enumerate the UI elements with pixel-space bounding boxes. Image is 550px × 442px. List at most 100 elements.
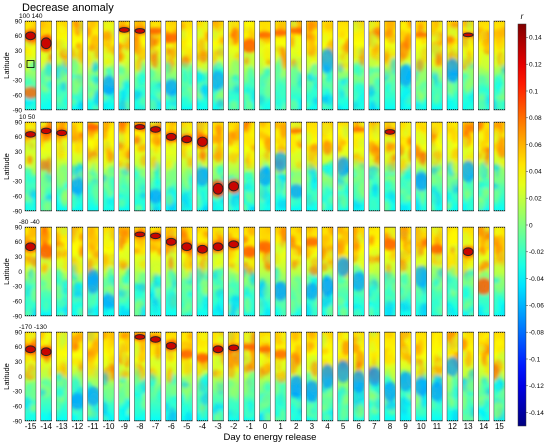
significance-contour <box>25 131 36 138</box>
y-tick-label: 90 <box>15 224 23 231</box>
heatmap-strip <box>290 21 302 110</box>
heatmap-strip <box>321 227 333 316</box>
heatmap-strip <box>368 21 380 110</box>
strip-frame <box>478 121 490 212</box>
heatmap-strip <box>353 122 365 211</box>
y-tick-label: 30 <box>15 48 23 55</box>
significance-contour <box>384 129 396 135</box>
significance-contour <box>212 182 224 195</box>
strip-frame <box>306 226 318 317</box>
heatmap-strip <box>431 227 443 316</box>
significance-contour <box>134 334 146 340</box>
strip-frame <box>118 121 131 212</box>
heatmap-strip <box>56 122 68 211</box>
heatmap-strip <box>196 227 208 316</box>
strip-frame <box>196 226 209 317</box>
heatmap-strip <box>321 122 333 211</box>
heatmap-strip <box>290 332 302 421</box>
y-axis-label: Latitude <box>2 52 11 79</box>
heatmap-strip <box>275 21 287 110</box>
strip-frame <box>40 331 52 422</box>
heatmap-strip <box>134 122 146 211</box>
strip-frame <box>321 226 334 317</box>
heatmap-strip <box>306 21 318 110</box>
heatmap-strip <box>415 21 427 110</box>
heatmap-strip <box>368 122 380 211</box>
heatmap-strip <box>150 122 162 211</box>
heatmap-strip <box>165 122 177 211</box>
strip-frame <box>274 226 287 317</box>
strip-frame <box>399 121 412 212</box>
y-tick-label: 60 <box>15 134 23 141</box>
heatmap-strip <box>384 122 396 211</box>
heatmap-strip <box>103 21 115 110</box>
heatmap-strip <box>275 122 287 211</box>
colorbar-tick-label: -0.12 <box>529 383 544 390</box>
heatmap-strip <box>25 227 36 316</box>
x-tick-label: 0 <box>263 422 268 431</box>
y-tick-label: 0 <box>18 63 22 70</box>
x-tick-label: 11 <box>433 422 442 431</box>
strip-frame <box>149 121 162 212</box>
heatmap-strip <box>25 122 36 211</box>
x-tick-label: 12 <box>448 422 457 431</box>
heatmap-strip <box>243 227 255 316</box>
heatmap-strip <box>447 122 459 211</box>
significance-contour <box>118 27 130 33</box>
x-tick-label: -8 <box>136 422 144 431</box>
heatmap-strip <box>290 122 302 211</box>
heatmap-strip <box>228 332 240 421</box>
colorbar-scale <box>517 23 527 427</box>
strip-frame <box>87 226 99 317</box>
x-tick-label: -6 <box>168 422 176 431</box>
strip-frame <box>290 226 302 317</box>
strip-frame <box>71 121 84 212</box>
heatmap-strip <box>337 332 349 421</box>
x-tick-label: 9 <box>403 422 408 431</box>
strip-frame <box>259 20 271 111</box>
strip-frame <box>337 121 349 212</box>
strip-frame <box>431 226 443 317</box>
row-label: 100 140 <box>19 13 43 20</box>
y-tick-label: 30 <box>15 149 23 156</box>
strip-frame <box>368 226 381 317</box>
heatmap-strip <box>415 332 427 421</box>
y-tick-label: -60 <box>13 298 23 305</box>
heatmap-strip <box>493 227 505 316</box>
heatmap-strip <box>25 332 36 421</box>
heatmap-strip <box>478 21 490 110</box>
significance-contour <box>25 31 36 41</box>
strip-frame <box>24 20 37 111</box>
colorbar-tick-label: -0.04 <box>529 276 544 283</box>
heatmap-strip <box>56 332 68 421</box>
heatmap-strip <box>103 122 115 211</box>
heatmap-strip <box>228 227 240 316</box>
heatmap-strip <box>118 332 130 421</box>
strip-frame <box>227 226 240 317</box>
x-tick-labels: -15 -14 -13 -12 -11 -10 -9 -8 -7 -6 -5 -4 -3 -2 -1 0 1 2 3… <box>25 422 505 431</box>
strip-frame <box>87 20 99 111</box>
x-tick-label: -7 <box>152 422 160 431</box>
heatmap-strip <box>259 332 271 421</box>
heatmap-strip <box>134 227 146 316</box>
heatmap-strip <box>71 332 83 421</box>
x-tick-label: -11 <box>88 422 100 431</box>
significance-contour <box>150 126 161 133</box>
colorbar-tick-label: -0.08 <box>529 330 544 337</box>
strip-frame <box>399 20 412 111</box>
strip-frame <box>478 20 490 111</box>
heatmap-strip <box>493 332 505 421</box>
heatmap-strip <box>462 122 474 211</box>
significance-contour <box>40 127 52 135</box>
strip-frame <box>493 331 506 422</box>
strip-frame <box>196 121 209 212</box>
significance-contour <box>165 132 177 141</box>
strip-frame <box>118 226 131 317</box>
panel-row: -170 -130 Latitude 90 60 30 0 -30 -60 -90 <box>2 324 506 425</box>
strip-frame <box>71 226 84 317</box>
strip-frame <box>446 20 459 111</box>
heatmap-strip <box>212 227 224 316</box>
strip-frame <box>462 331 474 422</box>
heatmap-strip <box>462 227 474 316</box>
